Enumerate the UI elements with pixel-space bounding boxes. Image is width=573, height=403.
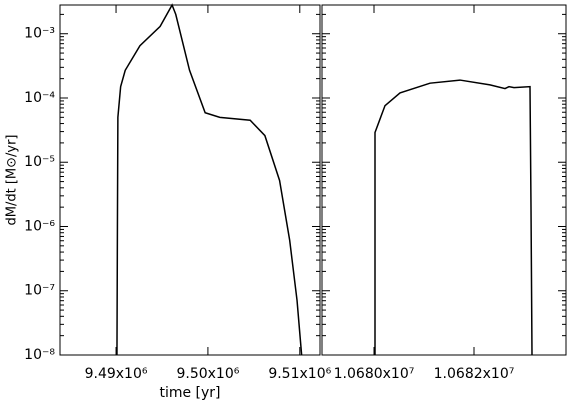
x-tick-label: 1.0680x10⁷ (334, 366, 415, 382)
x-tick-label: 9.51x10⁶ (268, 366, 331, 382)
y-axis-label: dM/dt [M⊙/yr] (5, 135, 20, 226)
data-line (374, 79, 533, 356)
y-tick-label: 10⁻³ (24, 26, 55, 42)
x-tick-label: 9.49x10⁶ (85, 366, 148, 382)
y-tick-label: 10⁻⁷ (24, 283, 55, 299)
data-line (116, 3, 303, 356)
y-tick-label: 10⁻⁶ (24, 218, 55, 234)
plot-frame (59, 4, 321, 356)
y-tick-label: 10⁻⁸ (24, 347, 55, 363)
y-tick-label: 10⁻⁵ (24, 154, 55, 170)
plot-frame (321, 4, 567, 356)
x-tick-label: 1.0682x10⁷ (434, 366, 515, 382)
y-tick-label: 10⁻⁴ (24, 90, 55, 106)
x-axis-label: time [yr] (159, 385, 220, 401)
x-tick-label: 9.50x10⁶ (176, 366, 239, 382)
